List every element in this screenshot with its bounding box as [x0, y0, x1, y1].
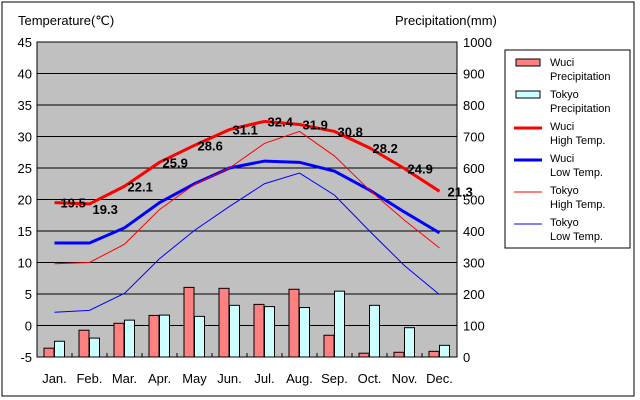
x-tick-label: May [182, 371, 207, 386]
right-tick-label: 900 [463, 67, 485, 82]
precip-bar [404, 327, 415, 358]
precip-bar [358, 352, 370, 358]
data-label: 31.1 [233, 123, 258, 138]
temp-line [54, 172, 440, 313]
legend-label: Wuci [550, 121, 574, 133]
temp-line [54, 159, 441, 245]
x-tick-label: Jul. [254, 371, 274, 386]
precip-bar [428, 350, 440, 358]
precip-bar [43, 347, 55, 358]
precip-bar [264, 306, 275, 358]
data-label: 30.8 [338, 124, 363, 139]
precip-bar [369, 304, 380, 358]
precip-bar [124, 319, 135, 358]
legend-label: Wuci [550, 153, 574, 165]
right-tick-label: 200 [463, 287, 485, 302]
x-tick-label: Feb. [76, 371, 102, 386]
right-tick-label: 100 [463, 319, 485, 334]
x-tick-label: Apr. [148, 371, 171, 386]
left-tick-label: 5 [25, 287, 32, 302]
precip-bar [148, 314, 160, 358]
left-tick-label: 35 [18, 98, 32, 113]
data-label: 21.3 [448, 184, 473, 199]
legend-swatch [515, 90, 541, 99]
precip-bar [183, 286, 195, 358]
precip-bar [229, 304, 240, 358]
temp-line [54, 119, 441, 206]
x-tick-label: Sep. [321, 371, 348, 386]
right-tick-label: 800 [463, 98, 485, 113]
data-label: 24.9 [408, 162, 433, 177]
data-label: 19.5 [61, 196, 86, 211]
left-tick-label: -5 [20, 350, 32, 365]
precip-bar [78, 329, 90, 358]
precip-bar [253, 303, 265, 358]
x-tick-label: Mar. [112, 371, 137, 386]
right-tick-label: 1000 [463, 35, 492, 50]
legend-label: Precipitation [550, 103, 611, 115]
legend-label: Tokyo [550, 185, 579, 197]
precip-bar [54, 340, 65, 358]
precip-bar [334, 290, 345, 358]
left-tick-label: 15 [18, 224, 32, 239]
legend-label: Tokyo [550, 217, 579, 229]
legend [504, 49, 631, 249]
left-tick-label: 10 [18, 256, 32, 271]
legend-label: Wuci [550, 57, 574, 69]
legend-label: Low Temp. [550, 167, 603, 179]
right-tick-label: 700 [463, 130, 485, 145]
x-tick-label: Jun. [217, 371, 242, 386]
precip-bar [218, 287, 230, 358]
left-tick-label: 30 [18, 130, 32, 145]
right-tick-label: 300 [463, 256, 485, 271]
data-label: 19.3 [93, 202, 118, 217]
right-axis-title: Precipitation(mm) [395, 13, 497, 28]
legend-label: High Temp. [550, 199, 605, 211]
data-label: 28.6 [198, 138, 223, 153]
temp-line [54, 130, 440, 265]
precip-bar [288, 288, 300, 358]
legend-label: High Temp. [550, 135, 605, 147]
precip-bar [299, 307, 310, 358]
precip-bar [393, 351, 405, 358]
legend-label: Tokyo [550, 89, 579, 101]
x-tick-label: Jan. [42, 371, 67, 386]
x-tick-label: Dec. [426, 371, 453, 386]
right-tick-label: 0 [463, 350, 470, 365]
right-tick-label: 400 [463, 224, 485, 239]
legend-label: Low Temp. [550, 231, 603, 243]
data-label: 31.9 [303, 118, 328, 133]
left-tick-label: 25 [18, 161, 32, 176]
left-tick-label: 0 [25, 319, 32, 334]
legend-label: Precipitation [550, 71, 611, 83]
precip-bar [89, 337, 100, 358]
x-tick-label: Nov. [392, 371, 418, 386]
precip-bar [113, 322, 125, 358]
data-label: 22.1 [128, 179, 153, 194]
right-tick-label: 600 [463, 161, 485, 176]
left-tick-label: 45 [18, 35, 32, 50]
data-label: 25.9 [163, 155, 188, 170]
x-tick-label: Oct. [358, 371, 382, 386]
x-tick-label: Aug. [286, 371, 313, 386]
left-axis-title: Temperature(℃) [18, 13, 114, 28]
data-label: 32.4 [268, 114, 294, 129]
right-tick-label: 500 [463, 193, 485, 208]
data-label: 28.2 [373, 141, 398, 156]
legend-swatch [515, 58, 541, 67]
left-tick-label: 40 [18, 67, 32, 82]
precip-bar [194, 315, 205, 358]
precip-bar [159, 314, 170, 358]
precip-bar [323, 334, 335, 358]
precip-bar [439, 344, 450, 358]
left-tick-label: 20 [18, 193, 32, 208]
